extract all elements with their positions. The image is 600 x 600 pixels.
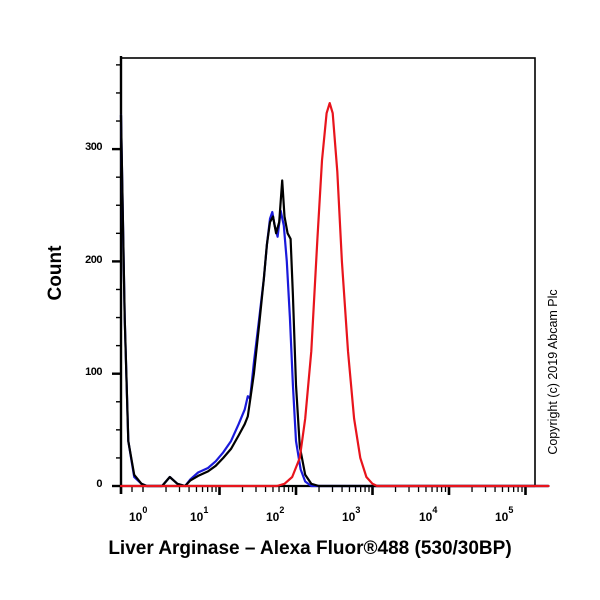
series-blue-line <box>119 114 550 488</box>
y-tick-label-200: 200 <box>85 254 102 266</box>
y-tick-label-300: 300 <box>85 141 102 153</box>
x-tick-label-1e3: 103 <box>342 505 361 524</box>
y-tick-label-100: 100 <box>85 366 102 378</box>
series-black-line <box>119 114 550 488</box>
y-axis-label: Count <box>45 245 66 301</box>
x-axis-label: Liver Arginase – Alexa Fluor®488 (530/30… <box>108 538 512 559</box>
y-tick-label-0: 0 <box>96 478 102 490</box>
x-tick-label-1e5: 105 <box>495 505 514 524</box>
plot-series <box>119 102 550 488</box>
plot-frame <box>120 57 536 487</box>
x-tick-label-1e0: 100 <box>129 505 148 524</box>
copyright-notice: Copyright (c) 2019 Abcam Plc <box>546 289 560 455</box>
plot-axes <box>112 56 536 495</box>
x-tick-label-1e4: 104 <box>419 505 438 524</box>
x-tick-label-1e2: 102 <box>266 505 285 524</box>
series-red-line <box>119 102 550 488</box>
x-tick-label-1e1: 101 <box>190 505 209 524</box>
